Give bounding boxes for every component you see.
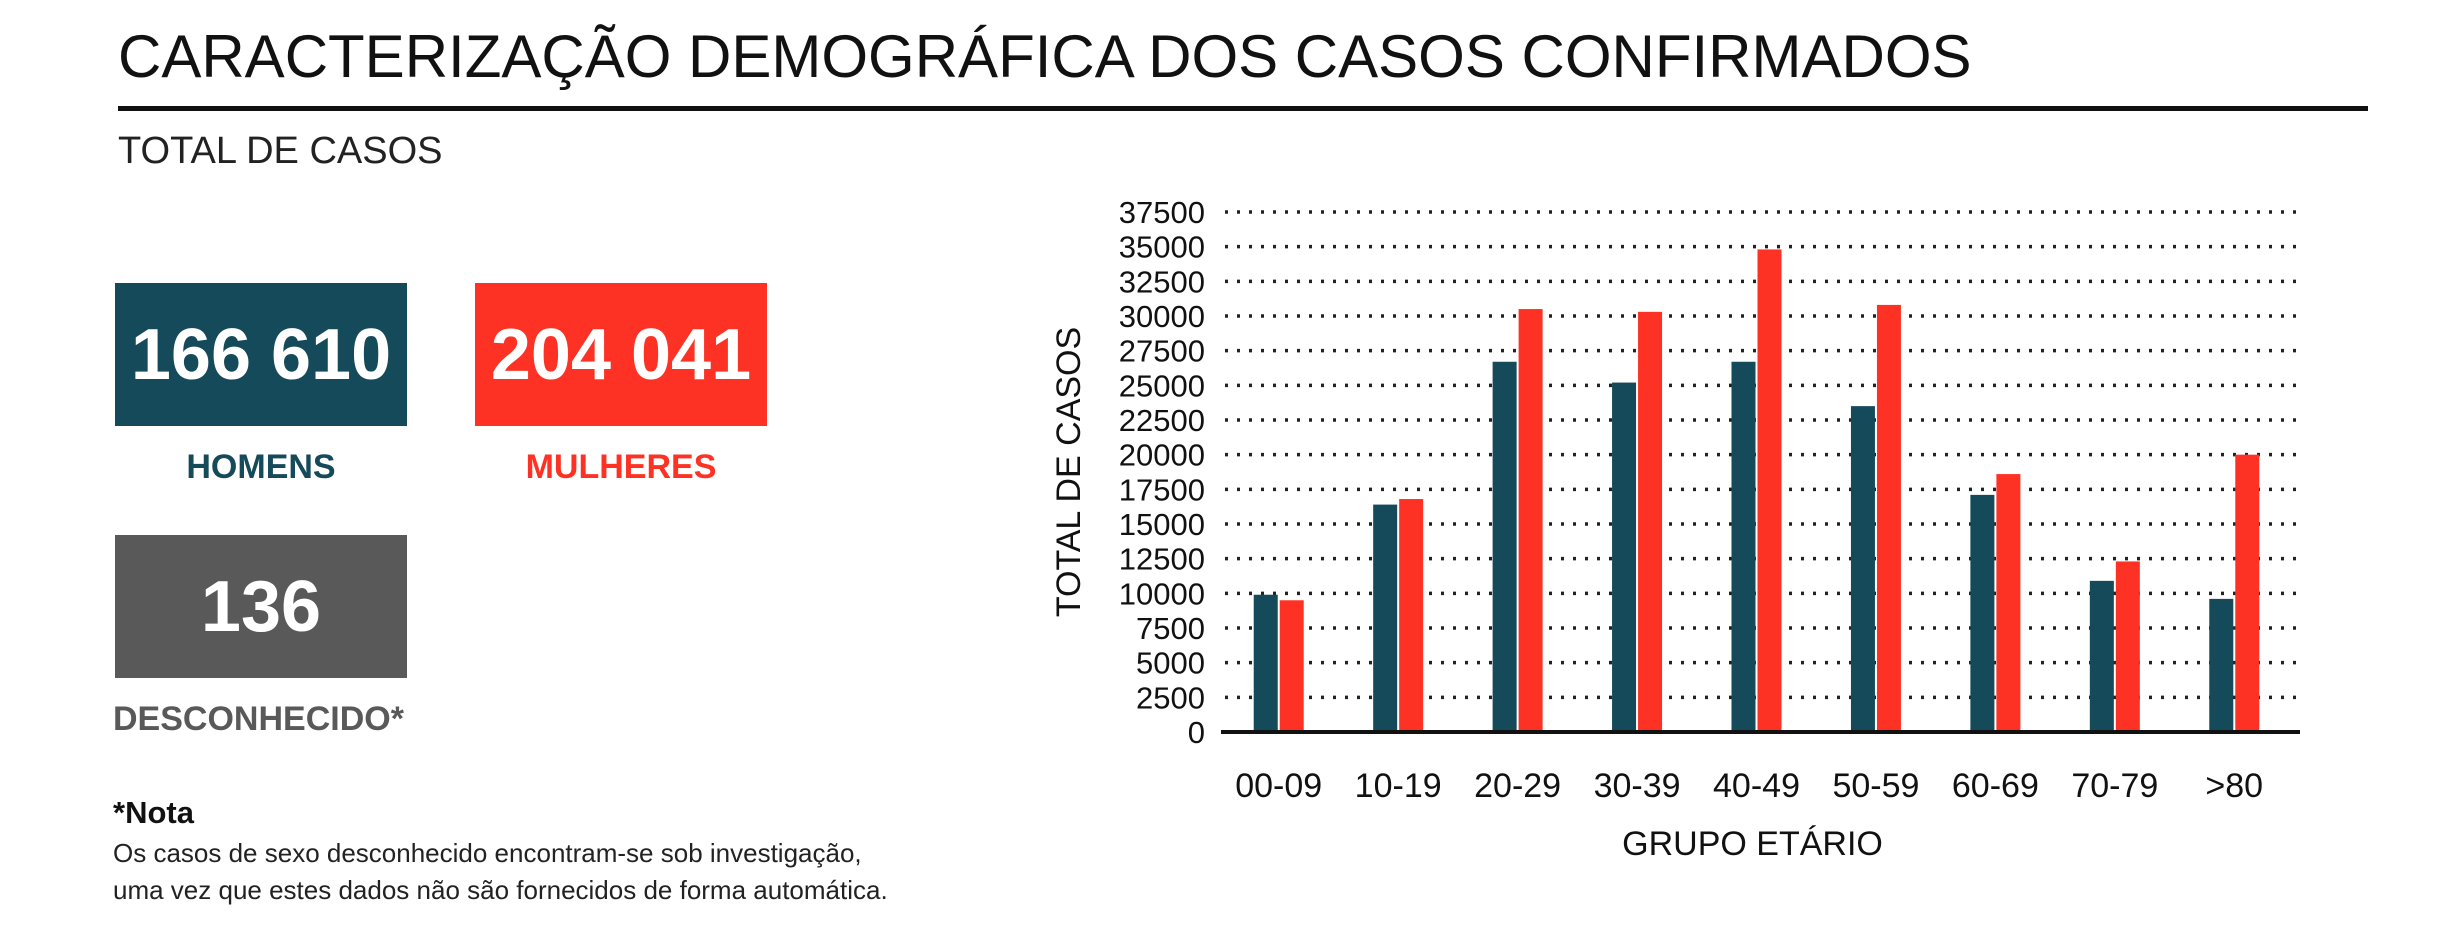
women-total-box: 204 041	[475, 283, 767, 426]
x-tick-label: 20-29	[1474, 767, 1561, 805]
bar-men-4	[1731, 361, 1756, 732]
x-tick-label: 50-59	[1832, 767, 1919, 805]
chart-bars	[1253, 249, 2260, 732]
bar-men-0	[1253, 594, 1278, 732]
x-tick-label: 70-79	[2071, 767, 2158, 805]
bar-women-7	[2115, 561, 2140, 732]
bar-men-6	[1970, 494, 1995, 732]
y-tick-label: 35000	[1119, 230, 1205, 265]
y-tick-label: 25000	[1119, 368, 1205, 403]
x-tick-label: >80	[2205, 767, 2263, 805]
y-tick-label: 22500	[1119, 403, 1205, 438]
section-subtitle: TOTAL DE CASOS	[118, 130, 443, 172]
x-tick-label: 10-19	[1355, 767, 1442, 805]
y-tick-label: 12500	[1119, 542, 1205, 577]
x-axis-ticks: 00-09 10-19 20-29 30-39 40-49 50-59 60-69 70-79…	[1235, 767, 2263, 805]
unknown-total-value: 136	[200, 566, 322, 647]
x-tick-label: 30-39	[1594, 767, 1681, 805]
unknown-label: DESCONHECIDO*	[113, 700, 404, 738]
note-line-2: uma vez que estes dados não são fornecid…	[113, 875, 888, 905]
women-label: MULHERES	[525, 448, 717, 486]
y-tick-label: 5000	[1136, 646, 1205, 681]
bar-women-6	[1996, 474, 2021, 732]
y-tick-label: 37500	[1119, 195, 1205, 230]
y-tick-label: 20000	[1119, 438, 1205, 473]
men-total-value: 166 610	[130, 314, 392, 395]
title-divider	[118, 106, 2368, 111]
y-tick-label: 0	[1188, 715, 1205, 750]
y-tick-label: 15000	[1119, 507, 1205, 542]
x-tick-label: 40-49	[1713, 767, 1800, 805]
women-total-value: 204 041	[490, 314, 752, 395]
bar-men-5	[1850, 406, 1875, 732]
note-line-1: Os casos de sexo desconhecido encontram-…	[113, 838, 862, 868]
bar-women-0	[1279, 600, 1304, 732]
note-text: Os casos de sexo desconhecido encontram-…	[113, 835, 1013, 909]
bar-men-2	[1492, 361, 1517, 732]
x-axis-label: GRUPO ETÁRIO	[1622, 825, 1883, 863]
y-tick-label: 7500	[1136, 611, 1205, 646]
y-tick-label: 17500	[1119, 472, 1205, 507]
y-axis-label: TOTAL DE CASOS	[1050, 327, 1088, 617]
bar-women-1	[1399, 499, 1424, 732]
y-axis-ticks: 0250050007500100001250015000175002000022…	[1119, 195, 1205, 750]
bar-men-3	[1612, 382, 1637, 732]
y-tick-label: 2500	[1136, 680, 1205, 715]
note-title: *Nota	[113, 795, 194, 830]
y-tick-label: 30000	[1119, 299, 1205, 334]
men-label: HOMENS	[186, 448, 336, 486]
bar-men-8	[2209, 598, 2234, 732]
y-tick-label: 27500	[1119, 334, 1205, 369]
x-tick-label: 60-69	[1952, 767, 2039, 805]
bar-men-7	[2089, 580, 2114, 732]
page-title: CARACTERIZAÇÃO DEMOGRÁFICA DOS CASOS CON…	[118, 23, 1972, 90]
bar-women-3	[1638, 311, 1663, 732]
bar-women-2	[1518, 309, 1543, 732]
bar-women-8	[2235, 454, 2260, 732]
unknown-total-box: 136	[115, 535, 407, 678]
bar-women-5	[1876, 304, 1901, 732]
bar-men-1	[1373, 504, 1398, 732]
age-group-bar-chart: 0250050007500100001250015000175002000022…	[1050, 195, 2300, 863]
bar-women-4	[1757, 249, 1782, 732]
men-total-box: 166 610	[115, 283, 407, 426]
y-tick-label: 32500	[1119, 264, 1205, 299]
y-tick-label: 10000	[1119, 576, 1205, 611]
x-tick-label: 00-09	[1235, 767, 1322, 805]
